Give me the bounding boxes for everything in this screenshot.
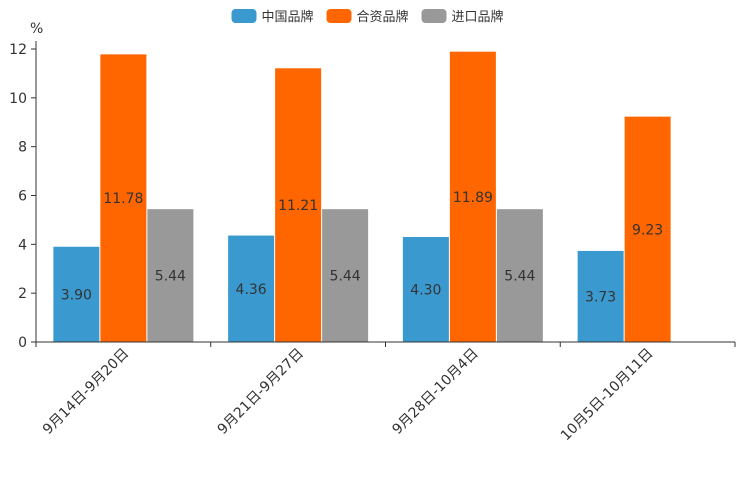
bar [275,68,322,342]
x-tick-label: 9月21日-9月27日 [215,346,307,438]
bar [228,235,275,342]
bar [322,209,369,342]
y-tick-label: 0 [18,335,27,351]
y-tick-label: 12 [9,42,27,58]
y-axis: 0 2 4 6 8 10 12 [9,41,37,351]
data-label: 5.44 [155,269,186,285]
data-label: 3.90 [61,287,92,303]
data-label: 9.23 [632,222,663,238]
y-tick-label: 2 [18,286,27,302]
legend-label: 进口品牌 [452,9,504,25]
bar [496,209,543,342]
x-axis: 9月14日-9月20日 9月21日-9月27日 9月28日-10月4日 10月5日-1… [35,341,736,445]
data-label: 5.44 [330,269,361,285]
bar [624,116,671,343]
x-tick-label: 10月5日-10月11日 [558,346,657,445]
data-label: 4.36 [236,282,267,298]
bar [147,209,194,342]
bar [449,51,496,343]
y-tick-label: 6 [18,189,27,205]
y-tick-label: 4 [18,237,27,253]
y-tick-label: 10 [9,91,27,107]
data-label: 11.89 [453,190,493,206]
data-label: 11.21 [278,198,318,214]
bar [100,54,147,342]
bar [53,246,100,342]
legend-label: 中国品牌 [262,9,314,25]
legend-label: 合资品牌 [357,9,409,25]
data-label: 11.78 [103,191,143,207]
legend-swatch [231,9,257,23]
legend-swatch [326,9,352,23]
data-label: 3.73 [585,289,616,305]
bar [402,237,449,342]
data-label: 4.30 [410,283,441,299]
data-labels: 3.90 4.36 4.30 3.73 11.78 11.21 11.89 9.23 5.44 5… [61,190,663,306]
legend: 中国品牌 合资品牌 进口品牌 [231,9,504,25]
bars [53,51,671,343]
data-label: 5.44 [504,269,535,285]
y-axis-unit: % [30,21,43,37]
legend-swatch [421,9,447,23]
bar [577,250,624,342]
x-tick-label: 9月14日-9月20日 [40,346,132,438]
y-tick-label: 8 [18,140,27,156]
x-tick-label: 9月28日-10月4日 [389,346,481,438]
